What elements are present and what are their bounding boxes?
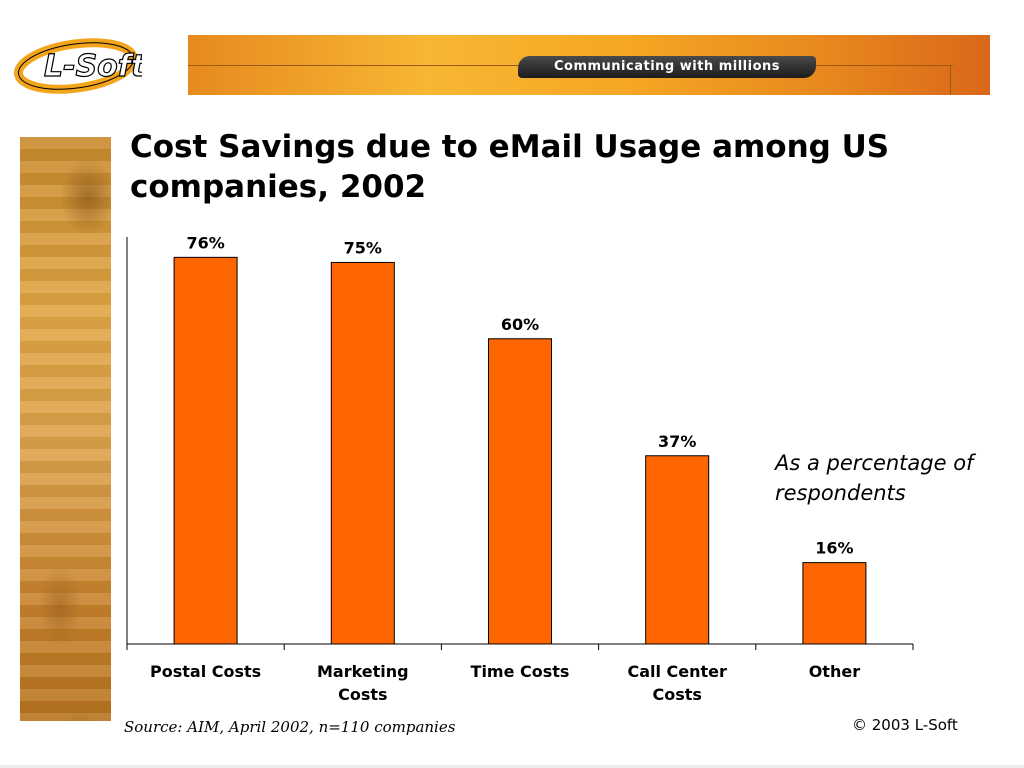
bar-data-label: 16%	[815, 539, 853, 558]
banner-tagline: Communicating with millions	[518, 56, 816, 78]
bar	[488, 338, 552, 645]
banner-rule-left	[188, 65, 518, 66]
decorative-photo-strip	[20, 137, 111, 721]
copyright-notice: © 2003 L-Soft	[852, 716, 958, 734]
bar-data-label: 75%	[344, 238, 382, 257]
bar	[173, 256, 238, 645]
source-note: Source: AIM, April 2002, n=110 companies	[124, 718, 456, 736]
logo-text: L-Soft	[44, 49, 142, 84]
bottom-divider	[0, 765, 1024, 768]
bar-data-label: 60%	[501, 315, 539, 334]
banner-rule-vertical	[950, 65, 951, 95]
l-soft-logo: L-Soft	[14, 28, 142, 102]
x-tick-label: Call Center	[627, 662, 727, 681]
banner-rule-right	[808, 65, 953, 66]
x-tick-label: Costs	[652, 685, 701, 704]
x-tick-label: Other	[809, 662, 860, 681]
chart-note: As a percentage of respondents	[775, 451, 974, 505]
bar	[645, 455, 710, 645]
bar	[330, 261, 395, 645]
x-tick-label: Marketing	[317, 662, 409, 681]
x-tick-label: Costs	[338, 685, 387, 704]
l-soft-logo-graphic: L-Soft	[14, 38, 142, 94]
bar-data-label: 37%	[658, 432, 696, 451]
header-banner: Communicating with millions	[188, 35, 990, 95]
x-tick-label: Time Costs	[471, 662, 570, 681]
bar-data-label: 76%	[186, 233, 224, 252]
bar	[802, 562, 867, 645]
slide-title: Cost Savings due to eMail Usage among US…	[130, 129, 890, 205]
x-tick-label: Postal Costs	[150, 662, 261, 681]
